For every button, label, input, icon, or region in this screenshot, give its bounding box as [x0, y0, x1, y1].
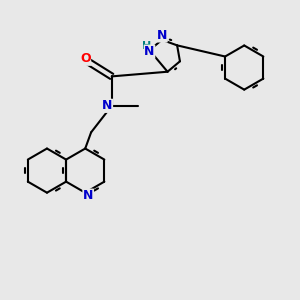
Text: N: N: [157, 29, 167, 42]
Text: N: N: [83, 189, 93, 202]
Text: O: O: [80, 52, 91, 65]
Text: N: N: [144, 45, 155, 58]
Text: H: H: [142, 41, 151, 51]
Text: N: N: [102, 99, 112, 112]
